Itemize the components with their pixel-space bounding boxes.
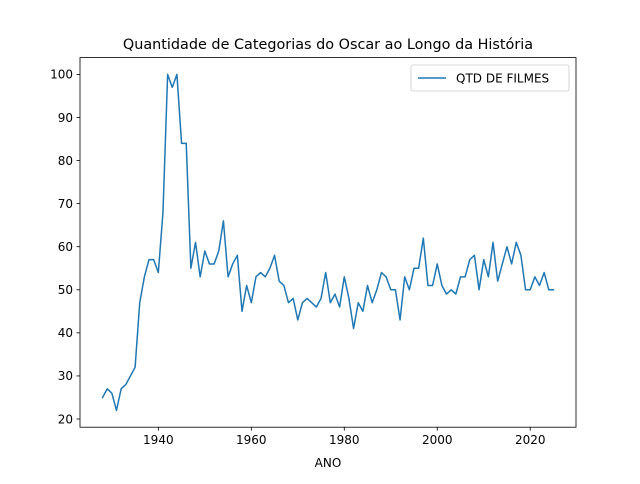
legend-label: QTD DE FILMES	[456, 72, 549, 86]
legend: QTD DE FILMES	[410, 64, 570, 92]
y-tick-label: 70	[58, 197, 73, 211]
x-tick-label: 1940	[143, 433, 174, 447]
x-tick-label: 2020	[515, 433, 546, 447]
series-line	[101, 73, 555, 412]
x-tick-label: 1960	[236, 433, 267, 447]
y-tick-label: 60	[58, 240, 73, 254]
x-axis-label: ANO	[315, 456, 342, 470]
legend-frame	[410, 64, 570, 92]
plot-frame	[79, 57, 577, 428]
y-tick-label: 90	[58, 111, 73, 125]
x-tick-label: 1980	[329, 433, 360, 447]
series-layer	[101, 73, 555, 412]
x-tick-label: 2000	[422, 433, 453, 447]
chart-title: Quantidade de Categorias do Oscar ao Lon…	[123, 37, 533, 53]
y-tick-label: 40	[58, 326, 73, 340]
y-tick-label: 80	[58, 154, 73, 168]
y-tick-label: 50	[58, 283, 73, 297]
y-tick-label: 30	[58, 369, 73, 383]
y-tick-label: 100	[50, 68, 73, 82]
y-tick-label: 20	[58, 412, 73, 426]
